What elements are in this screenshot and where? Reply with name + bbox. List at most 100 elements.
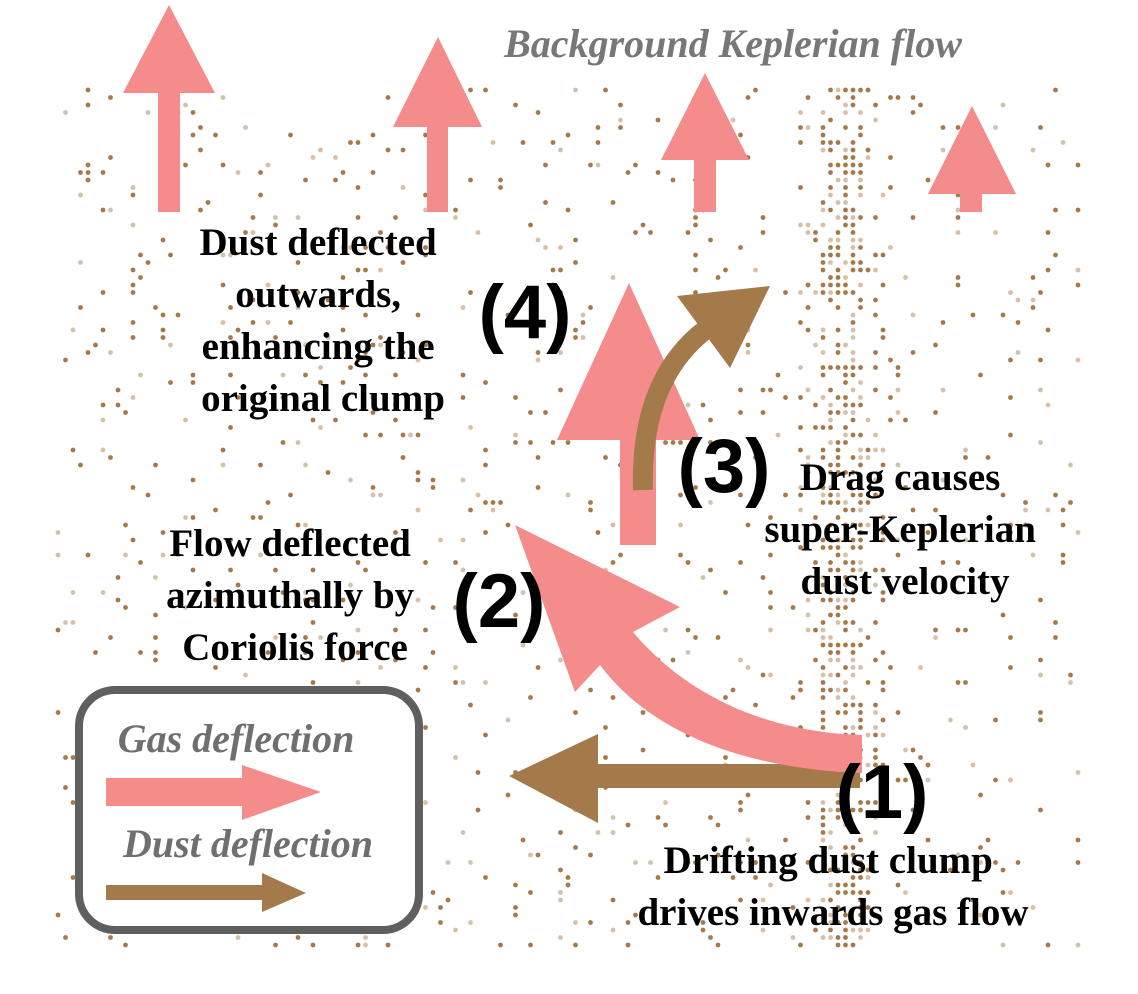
dust-particle [820,372,826,378]
dust-particle [535,455,541,460]
dust-particle [63,357,68,363]
dust-particle [228,567,233,573]
dust-particle [595,125,601,130]
dust-particle [828,147,833,153]
dust-particle [1075,837,1081,843]
dust-particle [918,102,923,108]
dust-particle [858,890,863,895]
dust-particle [715,852,721,858]
dust-particle [655,170,661,175]
dust-particle [798,545,803,550]
dust-particle [130,537,136,543]
dust-particle [85,552,91,558]
dust-particle [190,372,196,378]
dust-particle [835,552,841,558]
dust-particle [423,725,428,730]
dust-particle [820,867,826,873]
dust-particle [850,807,856,813]
dust-particle [813,657,818,663]
dust-particle [850,455,856,460]
dust-particle [925,777,931,783]
dust-particle [880,687,886,693]
dust-particle [820,665,826,670]
dust-particle [63,110,68,115]
background-flow-arrow-1 [123,5,215,212]
dust-particle [663,627,668,633]
dust-particle [820,290,826,295]
dust-particle [220,462,226,468]
dust-particle [858,395,863,400]
dust-particle [70,755,76,760]
dust-particle [228,372,233,378]
dust-particle [873,725,878,730]
background-flow-arrow-2 [393,37,482,212]
dust-particle [588,687,593,693]
dust-particle [1015,297,1021,303]
dust-particle [258,192,263,198]
dust-particle [723,485,728,490]
dust-particle [820,635,826,640]
dust-particle [415,477,421,483]
dust-particle [820,492,826,498]
dust-particle [528,695,533,700]
dust-particle [85,170,91,175]
dust-particle [130,335,136,340]
dust-particle [85,102,91,108]
dust-particle [385,942,391,948]
dust-particle [213,507,218,513]
dust-particle [820,485,826,490]
dust-particle [708,500,713,505]
dust-particle [850,545,856,550]
dust-particle [745,95,751,100]
dust-particle [93,650,98,655]
dust-particle [333,155,338,160]
dust-particle [310,567,316,573]
dust-particle [828,590,833,595]
dust-particle [205,200,211,205]
dust-particle [228,252,233,258]
dust-particle [573,710,578,715]
dust-particle [865,417,871,423]
dust-particle [940,560,946,565]
dust-particle [625,822,631,828]
dust-particle [430,605,436,610]
dust-particle [805,612,811,618]
dust-particle [828,387,833,393]
dust-particle [123,605,128,610]
dust-particle [565,132,571,138]
dust-particle [588,920,593,925]
dust-particle [880,252,886,258]
dust-particle [873,702,878,708]
dust-particle [423,342,428,348]
dust-particle [858,912,863,918]
dust-particle [753,87,758,93]
dust-particle [363,567,368,573]
dust-particle [550,282,556,288]
dust-particle [265,320,271,325]
dust-particle [745,522,751,528]
dust-particle [820,477,826,483]
dust-particle [835,327,841,333]
dust-particle [820,110,826,115]
dust-particle [325,335,331,340]
dust-particle [220,252,226,258]
dust-particle [850,470,856,475]
dust-particle [580,335,586,340]
step-2-description: Flow deflected azimuthally by Coriolis f… [166,522,424,669]
dust-particle [378,335,383,340]
dust-particle [363,432,368,438]
dust-particle [865,800,871,805]
dust-particle [678,492,683,498]
dust-particle [828,410,833,415]
dust-particle [888,417,893,423]
dust-particle [835,612,841,618]
dust-particle [835,687,841,693]
dust-particle [805,470,811,475]
dust-particle [858,170,863,175]
dust-particle [835,290,841,295]
dust-particle [858,560,863,565]
dust-particle [423,560,428,565]
dust-particle [843,185,848,190]
dust-particle [843,852,848,858]
dust-particle [693,635,698,640]
